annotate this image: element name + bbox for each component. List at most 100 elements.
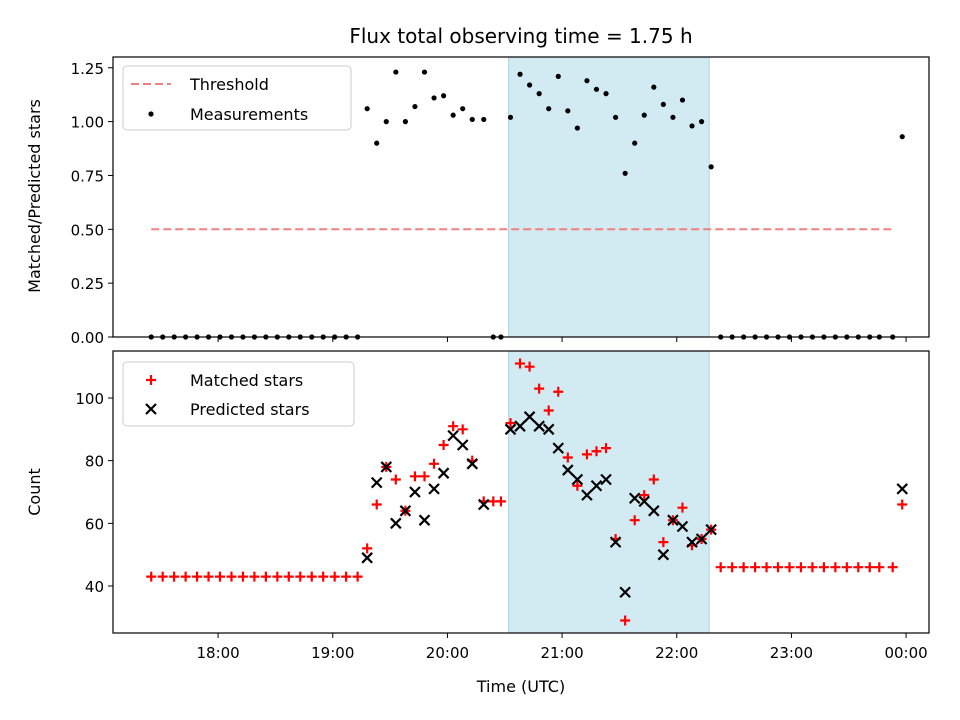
matched-star-point — [283, 571, 294, 582]
matched-star-point — [572, 480, 583, 491]
matched-star-point — [738, 562, 749, 573]
measurement-point — [641, 112, 647, 118]
matched-star-point — [419, 471, 430, 482]
matched-star-point — [306, 571, 317, 582]
predicted-star-point — [676, 520, 689, 533]
matched-star-point — [534, 383, 545, 394]
measurement-point — [603, 91, 609, 97]
bottom-y-tick-label: 40 — [85, 578, 104, 596]
matched-star-point — [648, 474, 659, 485]
top-legend: Threshold Measurements — [122, 65, 352, 131]
bottom-shaded-region — [508, 350, 710, 634]
matched-star-point — [807, 562, 818, 573]
predicted-star-point — [619, 586, 631, 599]
matched-star-point — [524, 361, 535, 372]
top-legend-box — [122, 65, 352, 131]
measurement-point — [670, 114, 676, 120]
x-axis-label: Time (UTC) — [476, 677, 565, 696]
predicted-star-point — [514, 420, 526, 432]
predicted-star-point — [609, 536, 622, 548]
top-y-tick-label: 0.75 — [71, 167, 104, 185]
legend-measurements-label: Measurements — [190, 105, 308, 124]
top-y-tick-label: 0.25 — [71, 275, 104, 293]
top-y-tick-label: 0.50 — [71, 221, 104, 239]
bottom-x-tick-label: 00:00 — [884, 644, 927, 662]
top-y-tick-label: 1.00 — [71, 114, 104, 132]
matched-star-point — [795, 562, 806, 573]
matched-star-point — [448, 421, 459, 432]
measurement-point — [526, 82, 533, 88]
measurement-point — [899, 134, 905, 140]
matched-star-point — [874, 562, 885, 573]
matched-star-point — [362, 543, 373, 554]
legend-threshold-label: Threshold — [189, 75, 269, 94]
predicted-star-point — [437, 467, 450, 479]
matched-star-point — [169, 571, 180, 582]
measurement-point — [517, 71, 523, 77]
legend-matched-swatch — [146, 375, 156, 385]
matched-star-point — [773, 562, 784, 573]
measurement-point — [383, 119, 389, 125]
predicted-star-point — [695, 533, 708, 545]
matched-star-point — [352, 571, 363, 582]
matched-star-point — [639, 490, 650, 501]
predicted-star-point — [418, 514, 431, 526]
measurement-point — [402, 119, 408, 125]
measurement-point — [441, 93, 447, 99]
matched-star-point — [505, 418, 516, 429]
matched-star-point — [429, 458, 440, 469]
predicted-star-point — [477, 498, 490, 511]
matched-star-point — [818, 562, 829, 573]
measurement-point — [679, 97, 686, 103]
matched-star-point — [727, 562, 738, 573]
chart-title: Flux total observing time = 1.75 h — [349, 24, 692, 48]
bottom-legend-box — [122, 361, 355, 427]
matched-star-point — [295, 571, 306, 582]
matched-star-point — [784, 562, 795, 573]
measurement-point — [364, 106, 370, 112]
measurement-point — [622, 170, 628, 176]
predicted-star-point — [581, 489, 593, 501]
measurement-point — [507, 114, 514, 120]
measurement-point — [593, 86, 600, 92]
matched-star-point — [192, 571, 203, 582]
matched-star-point — [180, 571, 191, 582]
measurement-point — [469, 116, 475, 123]
predicted-star-point — [456, 439, 469, 451]
bottom-x-tick-label: 21:00 — [540, 644, 583, 662]
matched-star-point — [897, 499, 908, 510]
matched-star-point — [581, 449, 592, 460]
matched-star-point — [629, 515, 640, 526]
matched-star-point — [601, 443, 612, 454]
matched-star-point — [715, 562, 726, 573]
predicted-star-point — [409, 486, 421, 498]
matched-star-point — [237, 571, 248, 582]
predicted-star-point — [428, 483, 440, 495]
bottom-x-tick-label: 23:00 — [770, 644, 813, 662]
predicted-star-point — [533, 420, 545, 432]
measurement-point — [421, 69, 428, 75]
bottom-x-tick-label: 20:00 — [426, 644, 469, 662]
predicted-star-point — [638, 495, 651, 508]
predicted-star-point — [390, 517, 402, 530]
matched-star-point — [553, 386, 564, 397]
matched-star-point — [457, 424, 468, 435]
matched-star-point — [677, 502, 688, 513]
measurement-point — [698, 119, 705, 125]
top-panel: 0.00 0.25 0.50 0.75 1.00 1.25 Threshold Measure… — [71, 56, 930, 347]
predicted-star-point — [600, 473, 612, 486]
matched-star-point — [830, 562, 841, 573]
measurement-point — [555, 73, 561, 79]
predicted-star-point — [628, 492, 641, 505]
matched-star-point — [761, 562, 772, 573]
matched-star-point — [887, 562, 898, 573]
matched-star-point — [853, 562, 864, 573]
legend-predicted-swatch — [145, 403, 157, 415]
predicted-star-point — [648, 505, 660, 517]
predicted-star-point — [542, 423, 555, 436]
bottom-y-tick-label: 80 — [85, 453, 104, 471]
matched-star-point — [409, 471, 420, 482]
matched-star-point — [215, 571, 226, 582]
measurement-point — [431, 95, 437, 101]
